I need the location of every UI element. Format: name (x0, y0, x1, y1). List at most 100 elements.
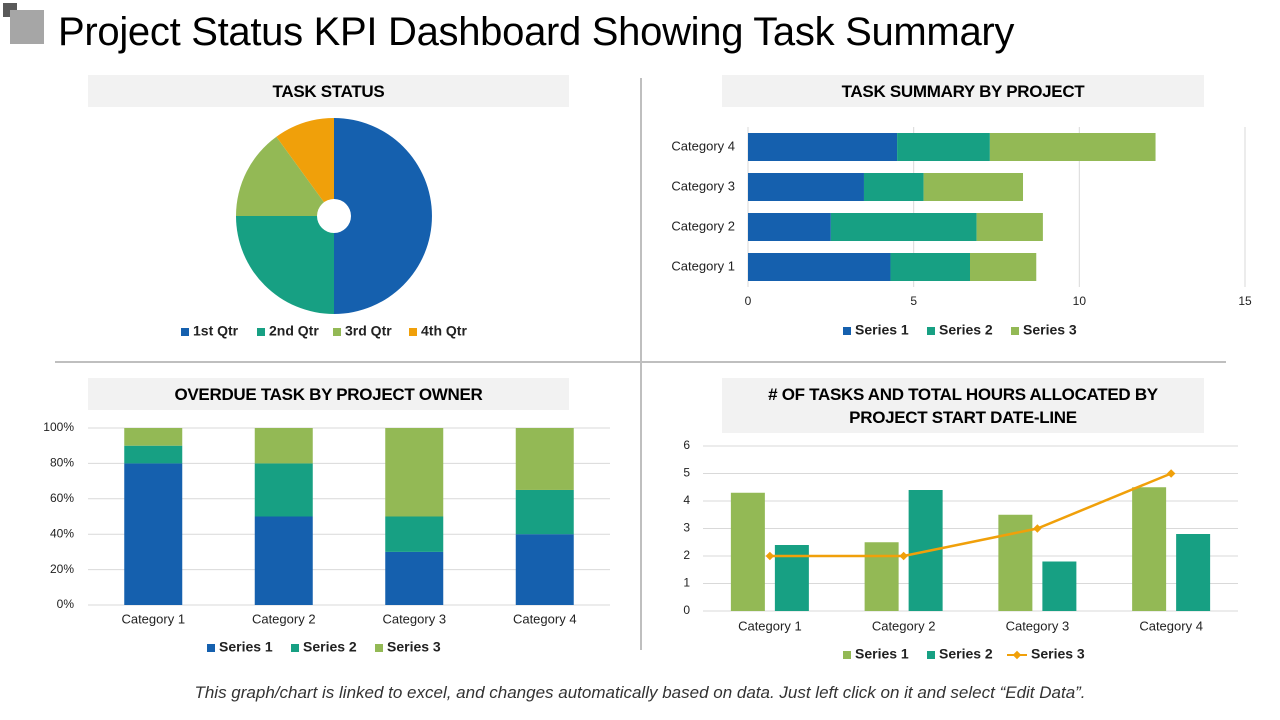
pie-legend-swatch-2 (257, 328, 265, 336)
pie-legend-swatch-3 (333, 328, 341, 336)
pie-legend-label-2: 2nd Qtr (269, 323, 319, 339)
task-status-title: TASK STATUS (88, 75, 569, 107)
pct-tick-label: 40% (50, 526, 74, 540)
pie-slice-1 (334, 118, 432, 314)
combo-line (769, 472, 1172, 558)
pct-bar (254, 428, 313, 464)
hbar-bar (897, 133, 990, 161)
pct-category-label: Category 4 (513, 611, 577, 626)
hbar-bar (976, 213, 1043, 241)
horizontal-divider (55, 361, 1226, 363)
pct-bar (385, 516, 444, 552)
combo-legend-label-1: Series 1 (855, 646, 909, 662)
pct-bar (124, 463, 183, 605)
combo-line-marker (765, 551, 775, 561)
combo-tick-label: 2 (683, 548, 690, 562)
hbar-category-label: Category 3 (671, 178, 735, 193)
combo-category-label: Category 2 (872, 618, 936, 633)
pct-bar (515, 489, 574, 535)
hbar-legend-swatch-3 (1011, 327, 1019, 335)
hbar-bar (923, 173, 1024, 201)
combo-bar (998, 514, 1033, 611)
pct-legend-swatch-2 (291, 644, 299, 652)
hbar-bar (748, 133, 898, 161)
hbar-tick-label: 15 (1238, 294, 1252, 308)
combo-tick-label: 0 (683, 603, 690, 617)
pct-legend-swatch-3 (375, 644, 383, 652)
pie-legend-label-1: 1st Qtr (193, 323, 239, 339)
combo-category-label: Category 4 (1139, 618, 1203, 633)
hbar-bar (863, 173, 924, 201)
pct-category-label: Category 3 (382, 611, 446, 626)
pct-bar (385, 551, 444, 605)
pct-bar (254, 516, 313, 605)
combo-category-label: Category 1 (738, 618, 802, 633)
hbar-tick-label: 10 (1073, 294, 1087, 308)
pie-legend-swatch-4 (409, 328, 417, 336)
pct-bar (254, 463, 313, 517)
hbar-bar (890, 253, 970, 281)
hbar-bar (830, 213, 977, 241)
corner-decoration-light (10, 10, 44, 44)
pct-category-label: Category 2 (252, 611, 316, 626)
combo-bar (730, 492, 765, 611)
pct-tick-label: 100% (43, 420, 74, 434)
pie-slice-3 (236, 136, 334, 216)
combo-legend-marker-3 (1012, 650, 1022, 660)
hbar-bar (748, 253, 891, 281)
vertical-divider (640, 78, 642, 650)
hbar-legend-label-1: Series 1 (855, 322, 909, 338)
pct-bar (124, 445, 183, 464)
tasks-hours-title: # OF TASKS AND TOTAL HOURS ALLOCATED BY … (722, 378, 1204, 433)
hbar-bar (989, 133, 1156, 161)
combo-bar (1132, 487, 1167, 611)
combo-tick-label: 4 (683, 493, 690, 507)
pct-category-label: Category 1 (121, 611, 185, 626)
combo-legend-swatch-2 (927, 651, 935, 659)
hbar-bar (969, 253, 1037, 281)
combo-category-label: Category 3 (1006, 618, 1070, 633)
hbar-legend-swatch-2 (927, 327, 935, 335)
overdue-task-title: OVERDUE TASK BY PROJECT OWNER (88, 378, 569, 410)
pct-legend-label-3: Series 3 (387, 639, 441, 655)
pct-legend-swatch-1 (207, 644, 215, 652)
task-summary-title: TASK SUMMARY BY PROJECT (722, 75, 1204, 107)
combo-tick-label: 1 (683, 576, 690, 590)
combo-legend-swatch-1 (843, 651, 851, 659)
combo-legend-label-2: Series 2 (939, 646, 993, 662)
pie-slice-2 (236, 216, 334, 314)
pct-bar (515, 534, 574, 605)
hbar-bar (748, 213, 831, 241)
page-title: Project Status KPI Dashboard Showing Tas… (58, 10, 1015, 54)
combo-bar (864, 542, 899, 611)
combo-line-marker (1033, 524, 1042, 533)
pct-legend-label-1: Series 1 (219, 639, 273, 655)
pie-legend-swatch-1 (181, 328, 189, 336)
pct-bar (515, 428, 574, 490)
combo-tick-label: 3 (683, 521, 690, 535)
pct-tick-label: 0% (57, 597, 75, 611)
pct-bar (385, 428, 444, 517)
pct-legend-label-2: Series 2 (303, 639, 357, 655)
combo-tick-label: 5 (683, 466, 690, 480)
hbar-category-label: Category 2 (671, 218, 735, 233)
combo-tick-label: 6 (683, 438, 690, 452)
footnote: This graph/chart is linked to excel, and… (194, 683, 1086, 702)
pct-tick-label: 80% (50, 456, 74, 470)
pct-bar (124, 428, 183, 446)
pct-tick-label: 20% (50, 562, 74, 576)
hbar-category-label: Category 4 (671, 138, 735, 153)
combo-line-marker (899, 551, 908, 561)
pct-tick-label: 60% (50, 491, 74, 505)
hbar-bar (748, 173, 864, 201)
combo-bar (1042, 561, 1077, 611)
hbar-legend-label-2: Series 2 (939, 322, 993, 338)
hbar-legend-swatch-1 (843, 327, 851, 335)
hbar-tick-label: 5 (910, 294, 917, 308)
pie-center-hole (317, 199, 351, 233)
combo-legend-label-3: Series 3 (1031, 646, 1085, 662)
pie-slice-4 (276, 118, 334, 216)
pie-legend-label-3: 3rd Qtr (345, 323, 392, 339)
combo-bar (1176, 534, 1211, 611)
